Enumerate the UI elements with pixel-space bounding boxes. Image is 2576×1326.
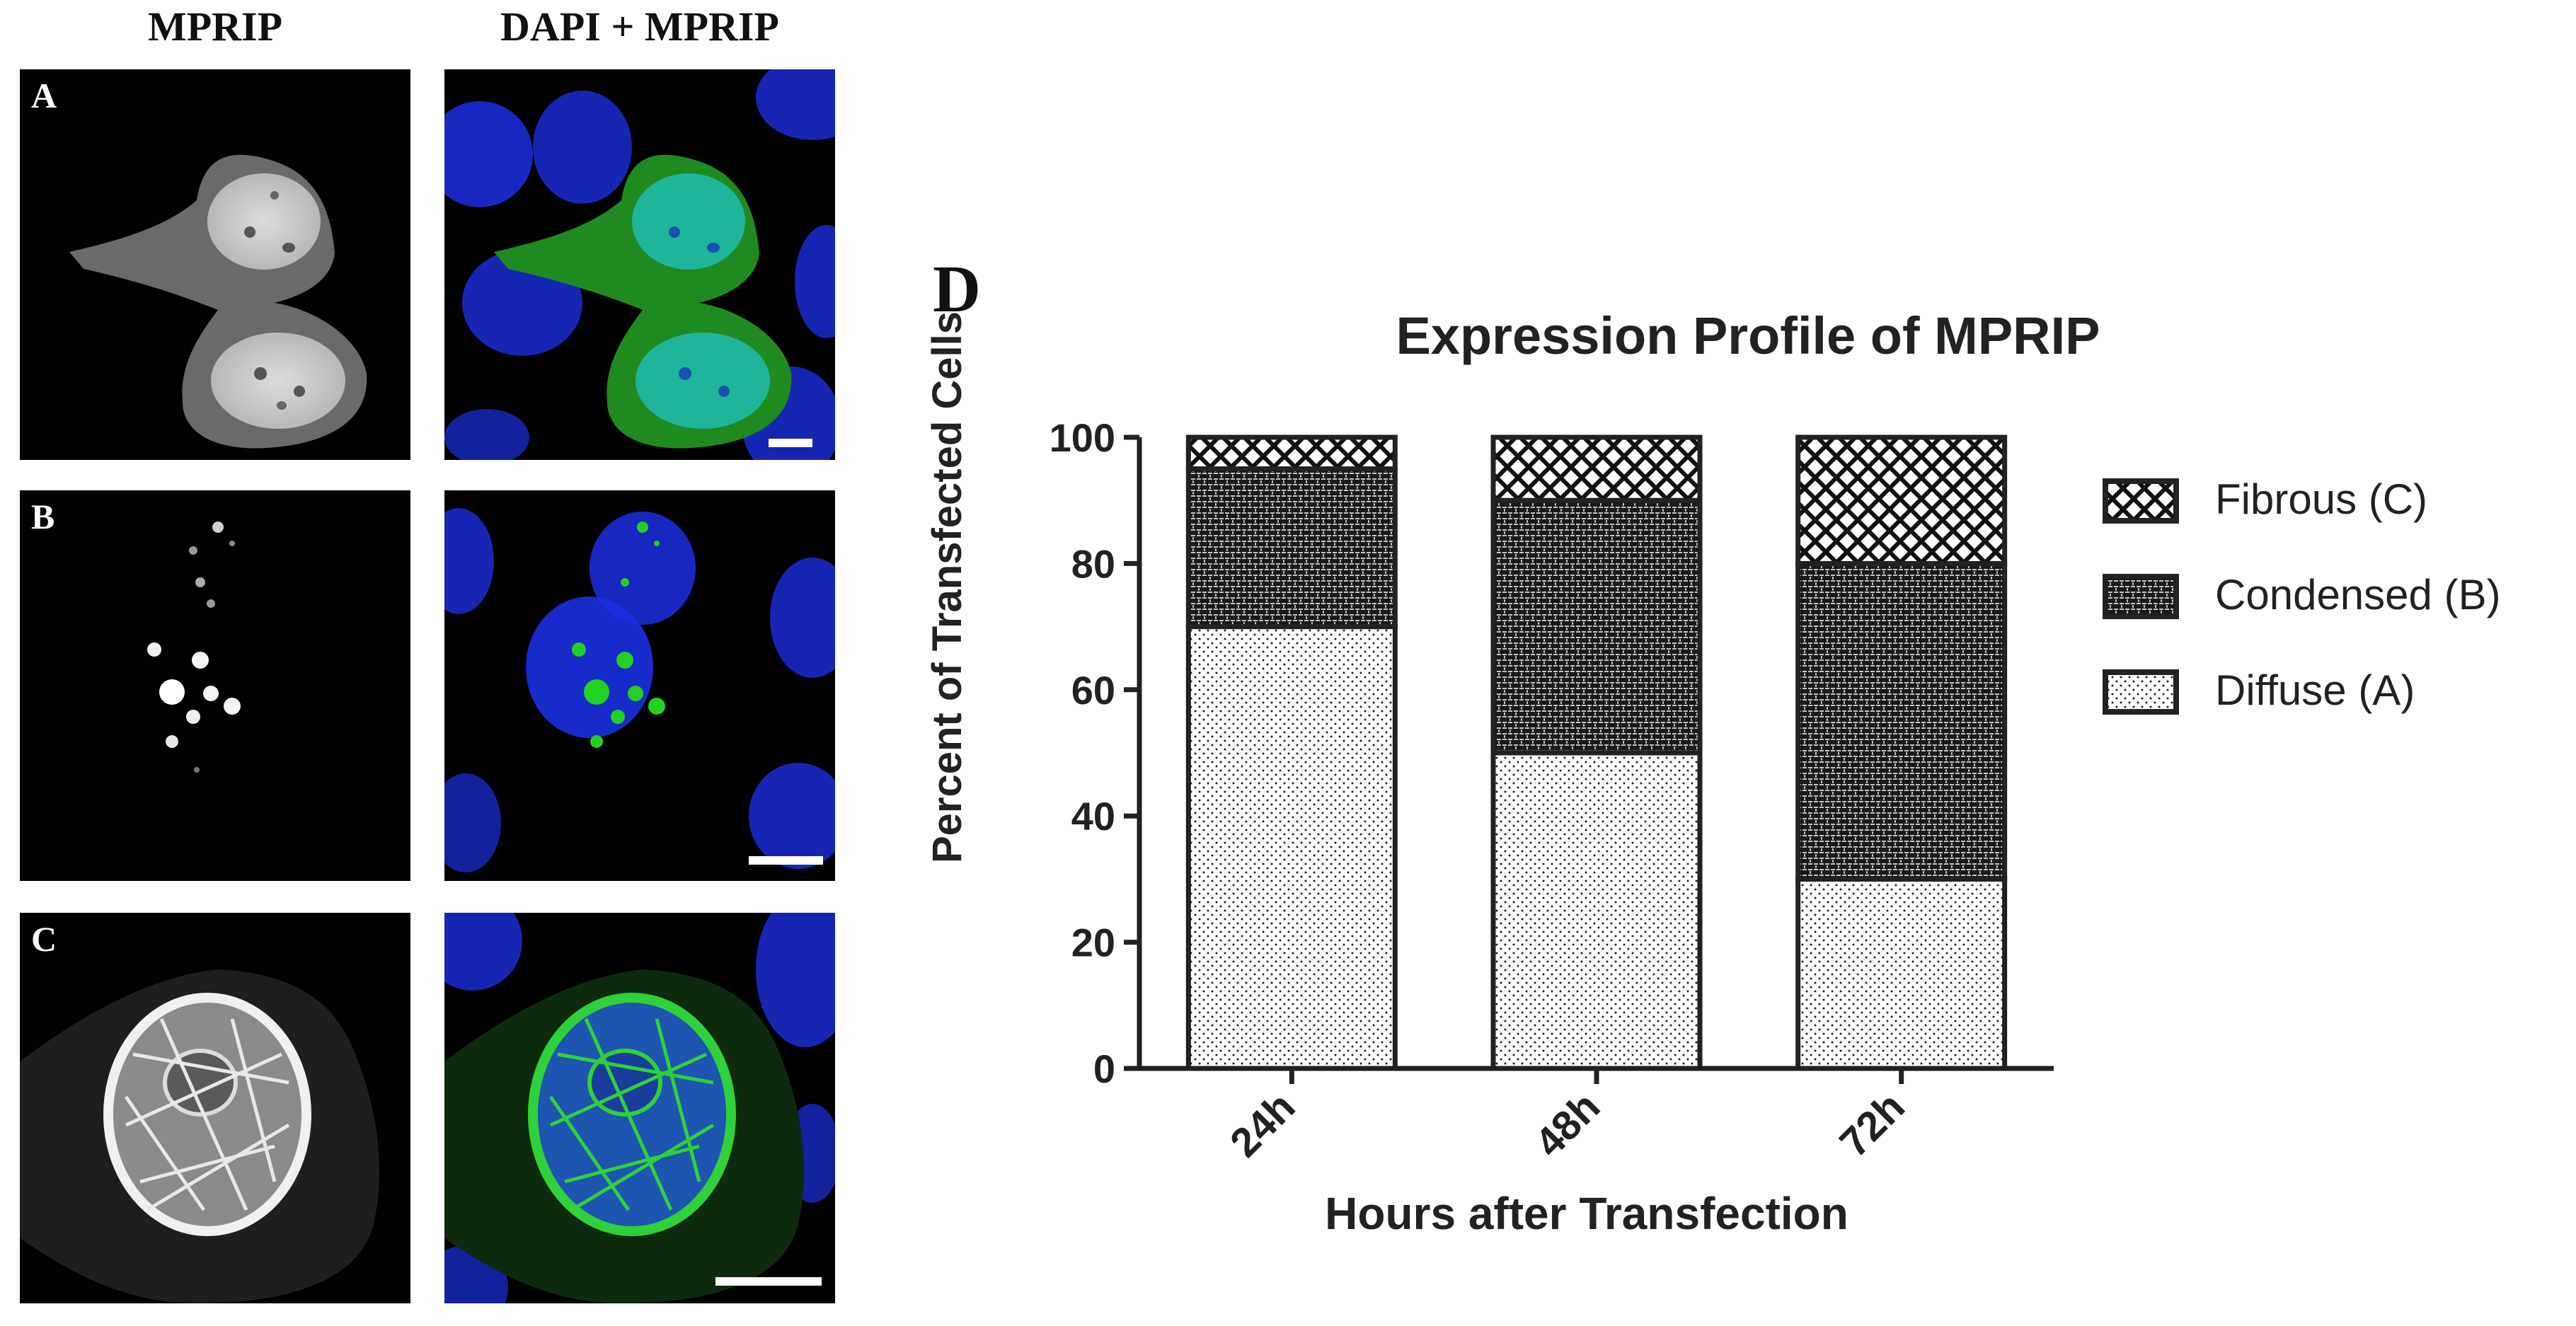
panel-label-d: D bbox=[933, 253, 981, 326]
bar-segment-48h-brick bbox=[1490, 497, 1703, 756]
micrograph-a-mprip: A bbox=[20, 69, 410, 460]
x-tick-label: 24h bbox=[1221, 1083, 1304, 1166]
legend-label: Diffuse (A) bbox=[2215, 667, 2415, 714]
stacked-bar-chart: Expression Profile of MPRIP Percent of T… bbox=[924, 306, 2501, 1239]
legend-swatch-brick bbox=[2103, 574, 2179, 619]
legend: Fibrous (C) Condensed (B) Diffuse (A) bbox=[2103, 475, 2501, 715]
column-header-mprip: MPRIP bbox=[147, 4, 283, 50]
panel-label-a: A bbox=[31, 76, 57, 115]
y-tick-label: 100 bbox=[1050, 415, 1115, 460]
micrograph-c-mprip: C bbox=[20, 913, 410, 1303]
plot-area: 0 20 40 60 80 100 24h 48h 72h bbox=[1050, 415, 2054, 1166]
legend-label: Fibrous (C) bbox=[2215, 475, 2427, 523]
micrograph-b-mprip-image bbox=[147, 521, 241, 773]
bar-segment-24h-crosshatch bbox=[1185, 434, 1398, 472]
x-tick-label: 72h bbox=[1831, 1083, 1914, 1166]
scale-bar-c bbox=[715, 1277, 822, 1286]
micrograph-b-merge-image bbox=[444, 508, 835, 872]
x-axis-label: Hours after Transfection bbox=[1325, 1188, 1848, 1239]
panel-label-b: B bbox=[31, 497, 55, 536]
legend-swatch-dots bbox=[2103, 669, 2179, 715]
y-axis-label: Percent of Transfected Cells bbox=[924, 311, 970, 863]
column-header-dapi-mprip: DAPI + MPRIP bbox=[500, 4, 779, 50]
y-tick-label: 20 bbox=[1071, 921, 1115, 965]
y-tick-label: 80 bbox=[1071, 541, 1115, 586]
panel-label-c: C bbox=[31, 919, 57, 959]
legend-label: Condensed (B) bbox=[2215, 571, 2501, 618]
micrograph-c-mprip-image bbox=[20, 969, 380, 1303]
micrograph-c-merge-image bbox=[444, 913, 835, 1303]
bar-segment-48h-dots bbox=[1490, 750, 1703, 1071]
micrograph-a-mprip-image bbox=[69, 154, 367, 449]
bar-segment-48h-crosshatch bbox=[1490, 434, 1703, 503]
y-tick-label: 40 bbox=[1071, 794, 1115, 838]
micrograph-a-merge bbox=[444, 69, 835, 460]
micrograph-b-merge bbox=[444, 490, 835, 881]
legend-swatch-crosshatch bbox=[2103, 478, 2179, 524]
chart-title: Expression Profile of MPRIP bbox=[1396, 306, 2100, 365]
y-tick-label: 60 bbox=[1071, 668, 1115, 713]
scale-bar-a bbox=[769, 439, 812, 447]
bar-segment-24h-dots bbox=[1185, 624, 1398, 1071]
bar-segment-72h-dots bbox=[1795, 876, 2008, 1071]
bar-segment-72h-crosshatch bbox=[1795, 434, 2008, 566]
scale-bar-b bbox=[749, 856, 823, 865]
y-tick-label: 0 bbox=[1093, 1047, 1115, 1091]
bar-segment-24h-brick bbox=[1185, 466, 1398, 630]
bar-segment-72h-brick bbox=[1795, 560, 2008, 882]
x-tick-label: 48h bbox=[1526, 1083, 1609, 1166]
micrograph-b-mprip: B bbox=[20, 490, 410, 881]
micrograph-a-merge-image bbox=[444, 69, 835, 460]
micrograph-c-merge bbox=[444, 913, 835, 1303]
